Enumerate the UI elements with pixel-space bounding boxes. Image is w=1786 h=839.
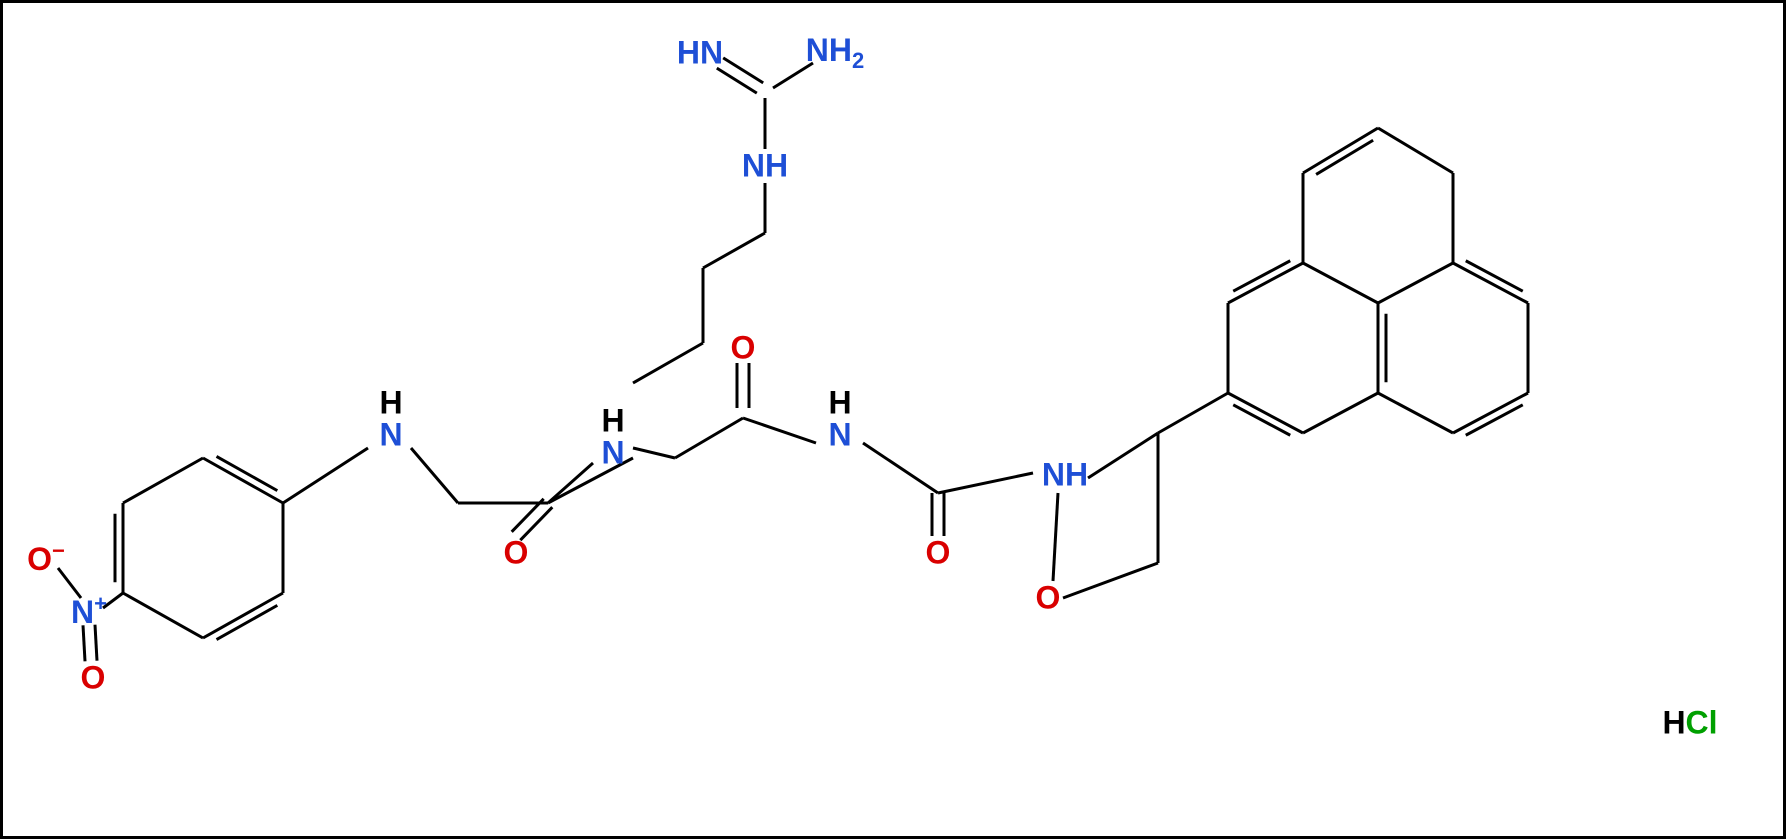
atom-NPlus: N+ <box>71 591 107 631</box>
atom-N4: N <box>379 417 402 454</box>
atom-O1: O <box>731 330 756 367</box>
atom-N6: N <box>828 417 851 454</box>
atom-O4: O <box>1036 580 1061 617</box>
atom-O3: O <box>926 535 951 572</box>
atom-HN1: HN <box>677 35 723 72</box>
atom-NH7: NH <box>1042 457 1088 494</box>
atom-N5: N <box>601 435 624 472</box>
chemical-structure-canvas: HNNH2NHOHNHNHNNHOOOO−N+OHCl <box>0 0 1786 839</box>
atom-O5: O <box>81 660 106 697</box>
atom-O2: O <box>504 535 529 572</box>
bond-layer <box>3 3 1783 836</box>
atom-NH2: NH2 <box>806 32 864 74</box>
atom-HCl: HCl <box>1662 705 1717 742</box>
atom-NH3: NH <box>742 148 788 185</box>
atom-OMinus: O− <box>27 538 65 578</box>
